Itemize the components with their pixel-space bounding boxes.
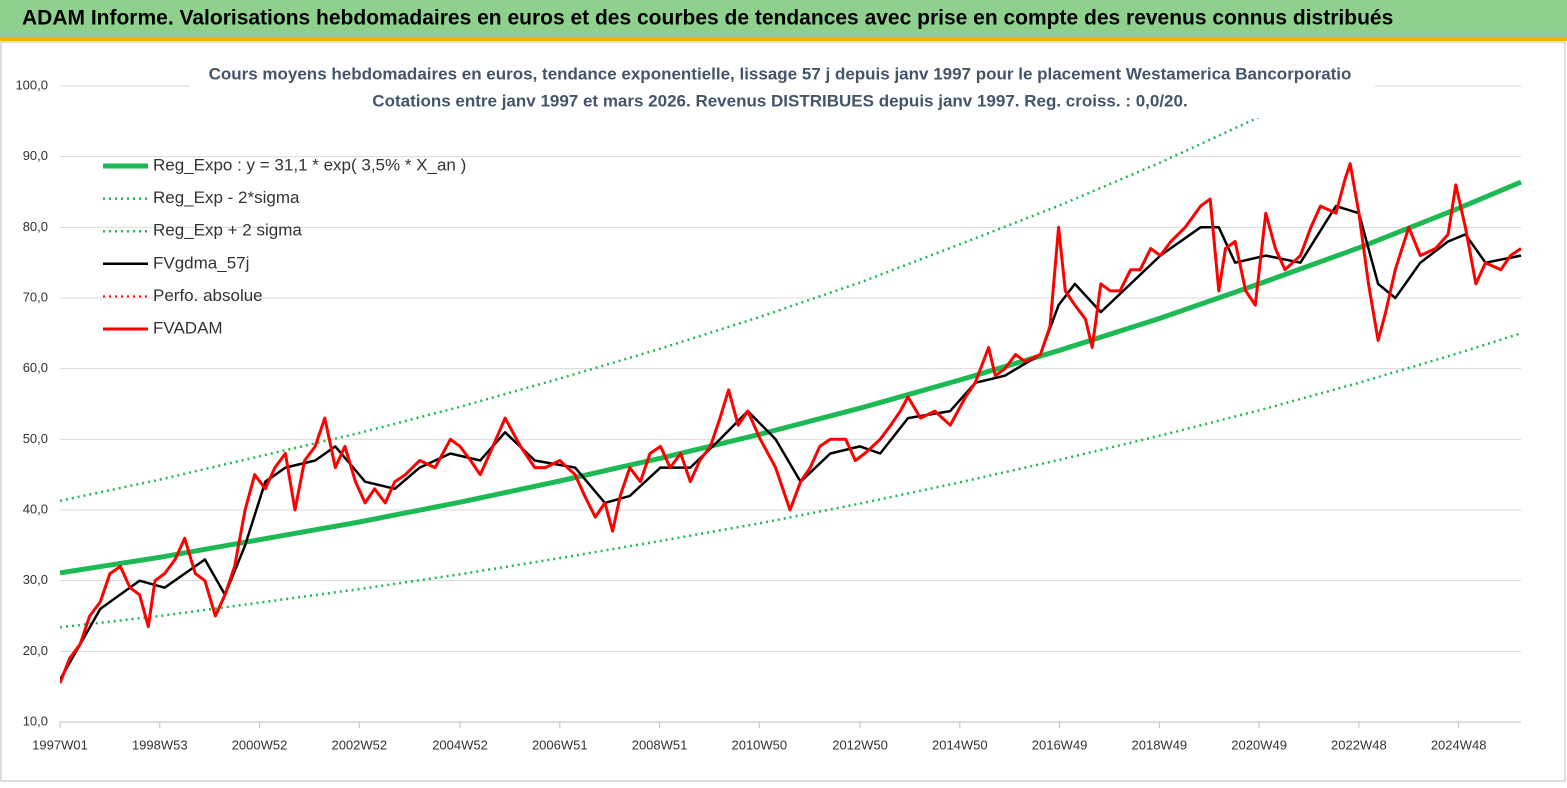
x-tick-label: 2020W49: [1231, 737, 1287, 752]
x-tick-label: 2000W52: [232, 737, 288, 752]
y-tick-label: 10,0: [23, 713, 48, 728]
subtitle-box: [190, 60, 1375, 118]
x-tick-label: 2014W50: [932, 737, 988, 752]
y-tick-label: 90,0: [23, 148, 48, 163]
legend-label: Reg_Expo : y = 31,1 * exp( 3,5% * X_an ): [153, 155, 466, 174]
legend-label: Perfo. absolue: [153, 286, 263, 305]
x-tick-label: 2016W49: [1032, 737, 1088, 752]
x-tick-label: 2008W51: [632, 737, 688, 752]
header-bar: [0, 0, 1567, 37]
x-tick-label: 2012W50: [832, 737, 888, 752]
series-line: [60, 162, 1522, 684]
header-rule: [0, 37, 1567, 41]
x-tick-label: 2010W50: [731, 737, 787, 752]
x-tick-label: 2004W52: [432, 737, 488, 752]
y-tick-label: 70,0: [23, 289, 48, 304]
x-tick-label: 2018W49: [1132, 737, 1188, 752]
y-tick-label: 40,0: [23, 501, 48, 516]
x-tick-label: 1998W53: [132, 737, 188, 752]
y-tick-label: 20,0: [23, 643, 48, 658]
x-tick-label: 2002W52: [331, 737, 387, 752]
y-tick-label: 80,0: [23, 219, 48, 234]
chart-frame: [0, 41, 1566, 782]
y-tick-label: 100,0: [15, 77, 48, 92]
legend-label: FVADAM: [153, 318, 223, 337]
x-tick-label: 2006W51: [532, 737, 588, 752]
series-line: [60, 179, 1522, 576]
y-tick-label: 50,0: [23, 431, 48, 446]
x-tick-label: 2022W48: [1331, 737, 1387, 752]
chart-subtitle: Cours moyens hebdomadaires en euros, ten…: [209, 64, 1352, 83]
legend-label: Reg_Exp - 2*sigma: [153, 188, 300, 207]
x-tick-label: 2024W48: [1431, 737, 1487, 752]
y-tick-label: 60,0: [23, 360, 48, 375]
y-tick-label: 30,0: [23, 572, 48, 587]
chart-title: ADAM Informe. Valorisations hebdomadaire…: [22, 7, 1393, 30]
chart-subtitle: Cotations entre janv 1997 et mars 2026. …: [372, 91, 1187, 110]
legend-label: Reg_Exp + 2 sigma: [153, 221, 302, 240]
x-tick-label: 1997W01: [32, 737, 88, 752]
legend-label: FVgdma_57j: [153, 253, 249, 272]
